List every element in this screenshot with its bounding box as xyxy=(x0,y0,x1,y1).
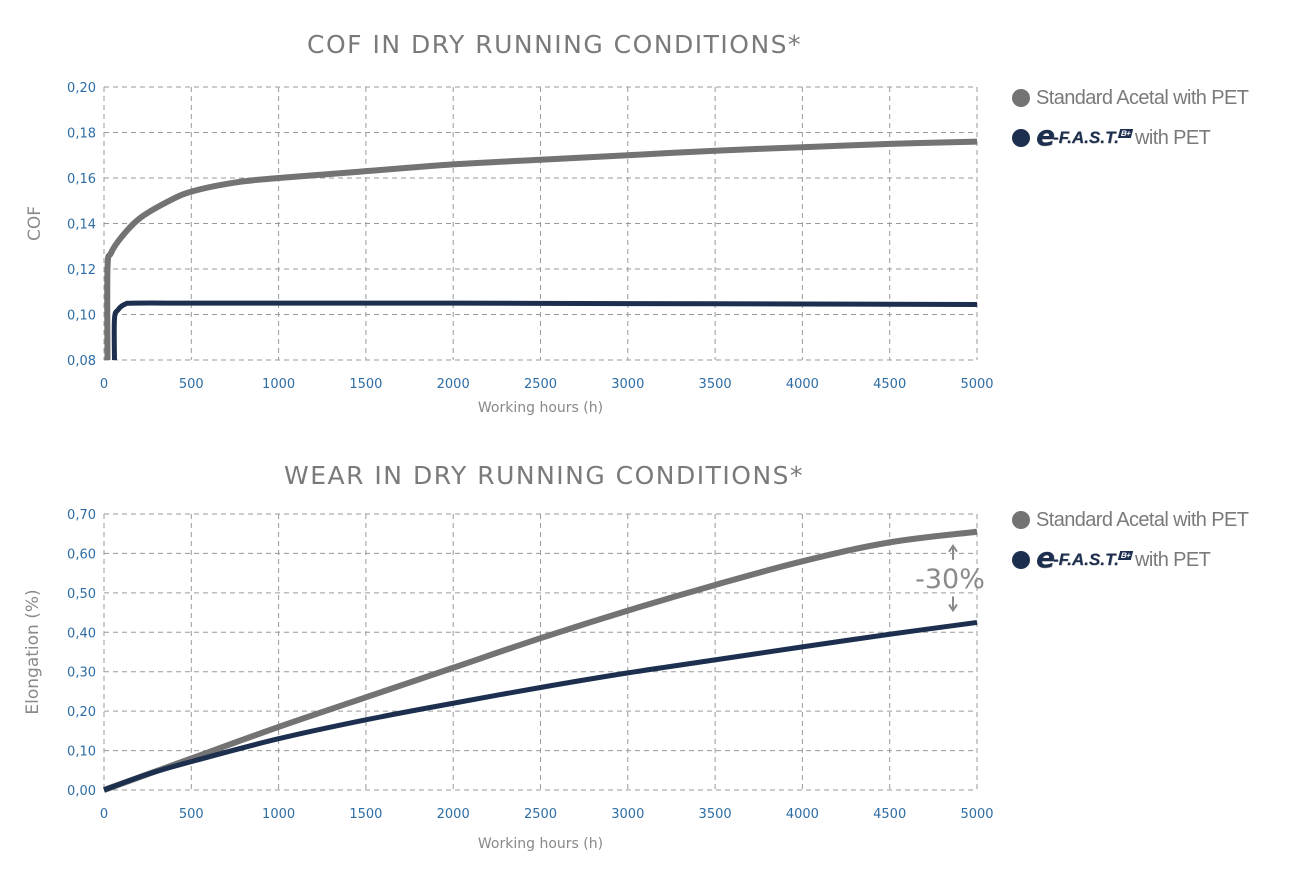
efast-logo-text: -F.A.S.T. xyxy=(1053,550,1119,569)
cof-x-tick-label: 0 xyxy=(100,377,108,392)
wear-x-tick-label: 3500 xyxy=(699,807,732,822)
legend-item-standard: Standard Acetal with PET xyxy=(1012,78,1249,118)
wear-x-axis-label: Working hours (h) xyxy=(478,836,603,852)
cof-y-tick-label: 0,14 xyxy=(67,218,96,233)
wear-x-tick-label: 2000 xyxy=(437,807,470,822)
cof-series-efast xyxy=(111,300,978,361)
efast-logo-e: e xyxy=(1036,541,1055,574)
cof-y-tick-label: 0,20 xyxy=(67,81,96,96)
wear-chart-title: WEAR IN DRY RUNNING CONDITIONS* xyxy=(284,461,805,490)
wear-x-tick-label: 5000 xyxy=(960,807,993,822)
efast-logo-text: -F.A.S.T. xyxy=(1053,128,1119,147)
wear-y-tick-label: 0,50 xyxy=(67,587,96,602)
wear-y-tick-label: 0,60 xyxy=(67,547,96,562)
wear-series-standard xyxy=(102,528,978,793)
cof-x-tick-label: 500 xyxy=(179,377,204,392)
cof-y-tick-label: 0,16 xyxy=(67,172,96,187)
wear-x-tick-label: 3000 xyxy=(611,807,644,822)
legend-label-standard: Standard Acetal with PET xyxy=(1036,86,1249,109)
cof-x-tick-label: 3500 xyxy=(699,377,732,392)
legend-item-standard: Standard Acetal with PET xyxy=(1012,500,1249,540)
cof-x-tick-label: 1000 xyxy=(262,377,295,392)
legend-dot-standard-icon xyxy=(1012,89,1030,107)
cof-y-tick-label: 0,10 xyxy=(67,309,96,324)
legend-label-efast: with PET xyxy=(1135,548,1211,571)
efast-logo: e -F.A.S.T. B+ xyxy=(1036,541,1134,574)
cof-x-tick-label: 4500 xyxy=(873,377,906,392)
wear-y-tick-label: 0,40 xyxy=(67,626,96,641)
cof-y-axis-label: COF xyxy=(25,206,45,241)
legend-dot-standard-icon xyxy=(1012,511,1030,529)
wear-x-tick-label: 2500 xyxy=(524,807,557,822)
annotation-arrowhead-down-icon xyxy=(948,603,958,613)
wear-x-tick-label: 4000 xyxy=(786,807,819,822)
wear-x-tick-label: 4500 xyxy=(873,807,906,822)
annotation-label: -30% xyxy=(915,564,985,595)
wear-y-tick-label: 0,70 xyxy=(67,508,96,523)
wear-y-tick-label: 0,00 xyxy=(67,784,96,799)
legend-dot-efast-icon xyxy=(1012,129,1030,147)
cof-x-tick-label: 2500 xyxy=(524,377,557,392)
cof-y-tick-label: 0,12 xyxy=(67,263,96,278)
wear-legend: Standard Acetal with PET e -F.A.S.T. B+ … xyxy=(1012,500,1249,580)
wear-x-tick-label: 500 xyxy=(179,807,204,822)
legend-label-standard: Standard Acetal with PET xyxy=(1036,508,1249,531)
cof-y-tick-label: 0,08 xyxy=(67,354,96,369)
wear-y-axis-label: Elongation (%) xyxy=(23,589,43,714)
cof-x-axis-label: Working hours (h) xyxy=(478,400,603,416)
wear-chart: 0 500 1000 1500 2000 2500 3000 3500 4000 4500 5000… xyxy=(23,508,994,852)
cof-y-tick-label: 0,18 xyxy=(67,127,96,142)
legend-item-efast: e -F.A.S.T. B+ with PET xyxy=(1012,540,1248,580)
cof-x-tick-label: 5000 xyxy=(960,377,993,392)
wear-x-tick-label: 1000 xyxy=(262,807,295,822)
cof-x-tick-label: 4000 xyxy=(786,377,819,392)
efast-logo-e: e xyxy=(1036,119,1055,152)
cof-legend: Standard Acetal with PET e -F.A.S.T. B+ … xyxy=(1012,78,1249,158)
cof-x-tick-label: 2000 xyxy=(437,377,470,392)
legend-dot-efast-icon xyxy=(1012,551,1030,569)
wear-y-tick-label: 0,10 xyxy=(67,745,96,760)
annotation-arrowhead-up-icon xyxy=(948,543,958,553)
legend-label-efast: with PET xyxy=(1135,126,1211,149)
cof-chart-title: COF IN DRY RUNNING CONDITIONS* xyxy=(307,30,803,59)
cof-chart: 0 500 1000 1500 2000 2500 3000 3500 4000 4500 5000… xyxy=(25,81,994,416)
wear-y-tick-label: 0,20 xyxy=(67,705,96,720)
wear-series-efast xyxy=(103,619,978,793)
efast-logo: e -F.A.S.T. B+ xyxy=(1036,119,1134,152)
legend-item-efast: e -F.A.S.T. B+ with PET xyxy=(1012,118,1248,158)
cof-x-tick-label: 3000 xyxy=(611,377,644,392)
cof-x-tick-label: 1500 xyxy=(349,377,382,392)
wear-x-tick-label: 0 xyxy=(100,807,108,822)
wear-y-tick-label: 0,30 xyxy=(67,666,96,681)
wear-x-tick-label: 1500 xyxy=(349,807,382,822)
cof-series-standard xyxy=(104,138,978,361)
